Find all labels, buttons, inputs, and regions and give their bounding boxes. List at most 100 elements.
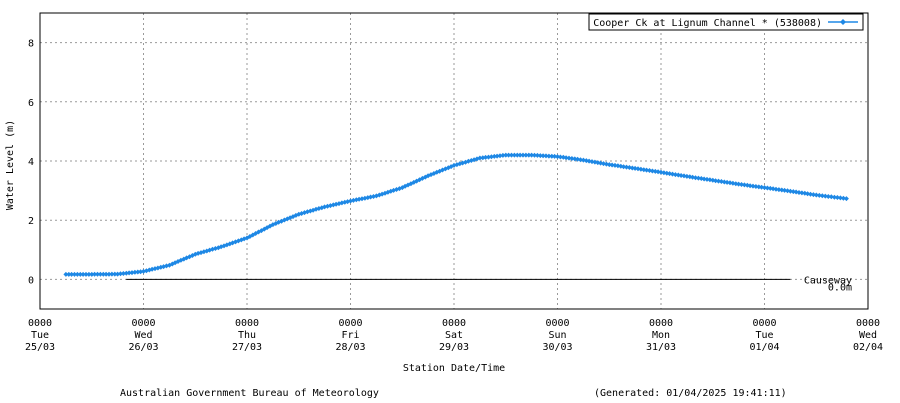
- data-point: [187, 254, 192, 260]
- data-point: [89, 271, 95, 277]
- data-point: [92, 271, 98, 277]
- x-tick-text: 0000: [442, 318, 466, 329]
- legend: Cooper Ck at Lignum Channel * (538008): [588, 13, 864, 31]
- data-point: [759, 184, 765, 190]
- x-tick-text: 0000: [235, 318, 259, 329]
- x-tick-text: 0000: [545, 318, 569, 329]
- data-point: [109, 271, 115, 277]
- data-point: [120, 271, 126, 276]
- data-point: [816, 192, 822, 198]
- data-point: [100, 271, 106, 277]
- data-point: [578, 157, 583, 163]
- data-point: [529, 152, 535, 158]
- x-tick-text: 01/04: [749, 342, 779, 353]
- data-point: [828, 194, 834, 200]
- data-point: [83, 271, 89, 277]
- x-tick-text: 27/03: [232, 342, 262, 353]
- data-point: [837, 195, 843, 201]
- data-point: [621, 164, 627, 170]
- data-point: [819, 193, 825, 199]
- data-point: [118, 271, 123, 277]
- data-point: [773, 186, 779, 192]
- data-point: [532, 152, 537, 158]
- x-tick-text: 0000: [338, 318, 362, 329]
- data-point: [575, 156, 581, 162]
- data-point: [612, 162, 618, 168]
- data-point: [747, 183, 753, 189]
- data-point: [72, 271, 77, 277]
- data-point: [69, 271, 75, 277]
- x-tick-text: Thu: [238, 330, 256, 341]
- data-point: [831, 194, 837, 200]
- x-tick-text: 02/04: [853, 342, 883, 353]
- x-tick-text: Tue: [755, 330, 773, 341]
- data-point: [678, 173, 684, 178]
- data-point: [80, 271, 86, 277]
- data-point: [805, 191, 811, 197]
- y-tick-label: 8: [28, 39, 34, 50]
- data-point: [115, 271, 121, 277]
- x-tick-text: 31/03: [646, 342, 676, 353]
- data-point: [785, 188, 790, 194]
- data-point: [517, 152, 523, 158]
- data-point: [693, 175, 698, 181]
- data-point: [632, 165, 638, 171]
- data-point: [103, 271, 109, 277]
- data-point: [546, 153, 552, 159]
- data-point: [770, 186, 776, 192]
- data-point: [126, 270, 132, 276]
- data-point: [813, 192, 819, 198]
- data-point: [477, 155, 483, 161]
- plot-frame: [39, 12, 869, 310]
- data-point: [555, 154, 560, 160]
- data-point: [557, 154, 563, 160]
- data-point: [497, 153, 503, 159]
- footer-generated: (Generated: 01/04/2025 19:41:11): [594, 388, 787, 399]
- y-tick-label: 0: [28, 275, 34, 286]
- y-tick-label: 4: [28, 157, 34, 168]
- data-point: [95, 271, 100, 277]
- x-tick-text: 26/03: [128, 342, 158, 353]
- x-tick-text: Sat: [445, 330, 463, 341]
- data-point: [66, 271, 72, 277]
- data-point: [724, 179, 730, 185]
- x-tick-text: 30/03: [542, 342, 572, 353]
- footer-source: Australian Government Bureau of Meteorol…: [120, 388, 379, 399]
- data-point: [552, 153, 558, 159]
- x-tick-text: 0000: [752, 318, 776, 329]
- data-point: [736, 181, 742, 187]
- data-point: [511, 152, 517, 158]
- data-point: [503, 152, 509, 158]
- data-point: [483, 154, 489, 160]
- data-point: [526, 152, 532, 158]
- x-tick-text: Sun: [548, 330, 566, 341]
- x-tick-text: 28/03: [335, 342, 365, 353]
- data-point: [808, 191, 813, 197]
- data-point: [822, 193, 828, 199]
- data-point: [727, 180, 733, 186]
- x-tick-text: 0000: [856, 318, 880, 329]
- x-tick-text: Fri: [341, 330, 359, 341]
- data-point: [716, 178, 721, 184]
- data-point: [74, 271, 80, 277]
- data-point: [704, 176, 710, 182]
- data-point: [796, 190, 802, 195]
- data-point: [138, 269, 144, 275]
- data-point: [506, 152, 512, 158]
- y-tick-labels: 0 2 4 6 8: [28, 39, 34, 287]
- y-tick-label: 6: [28, 98, 34, 109]
- data-point: [713, 178, 719, 184]
- legend-series-marker: [840, 19, 846, 25]
- data-point: [540, 153, 546, 159]
- x-tick-text: 0000: [28, 318, 52, 329]
- reference-line-label: Causeway: [804, 275, 852, 286]
- data-point: [543, 153, 549, 159]
